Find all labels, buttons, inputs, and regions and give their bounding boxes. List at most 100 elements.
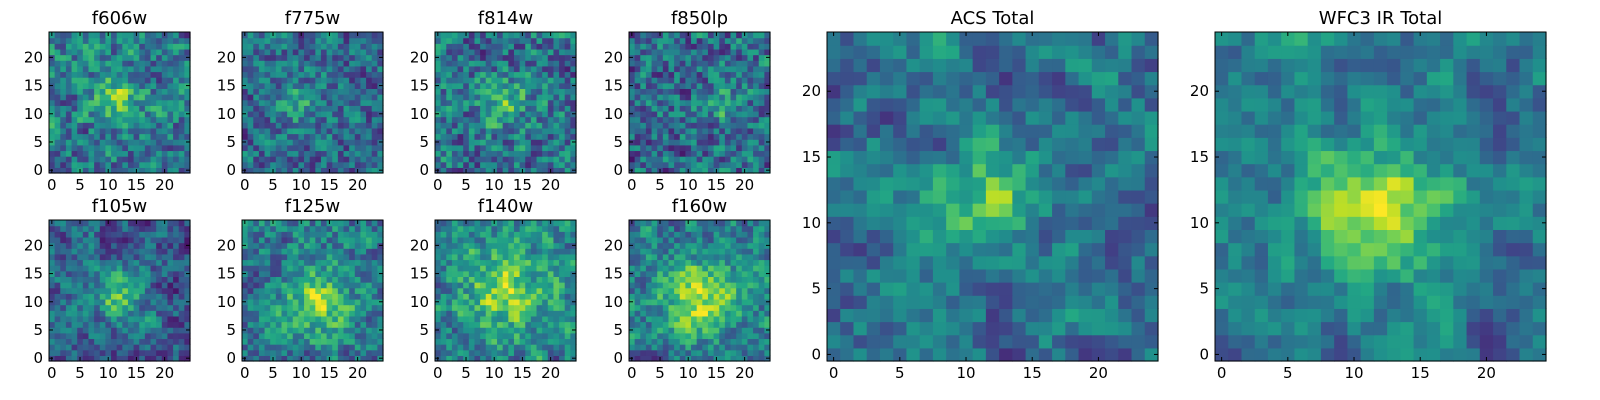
heatmap-cell: [94, 349, 101, 356]
heatmap-cell: [105, 253, 112, 261]
heatmap-cell: [446, 270, 453, 277]
heatmap-cell: [167, 220, 174, 227]
heatmap-cell: [366, 54, 373, 61]
heatmap-cell: [139, 110, 146, 118]
heatmap-cell: [513, 32, 521, 39]
heatmap-cell: [111, 48, 118, 56]
heatmap-cell: [99, 60, 106, 67]
heatmap-cell: [547, 338, 555, 345]
heatmap-cell: [337, 60, 345, 67]
heatmap-cell: [332, 116, 339, 123]
heatmap-cell: [480, 110, 487, 118]
heatmap-cell: [713, 332, 720, 340]
heatmap-cell: [640, 355, 647, 362]
heatmap-cell: [337, 265, 345, 272]
heatmap-cell: [707, 43, 715, 50]
heatmap-cell: [685, 116, 692, 123]
heatmap-cell: [253, 105, 260, 112]
heatmap-cell: [553, 293, 560, 300]
heatmap-cell: [463, 65, 470, 73]
heatmap-cell: [332, 43, 339, 50]
heatmap-cell: [337, 54, 345, 61]
heatmap-cell: [281, 293, 288, 300]
heatmap-cell: [657, 276, 664, 283]
heatmap-cell: [474, 270, 481, 277]
heatmap-cell: [127, 349, 135, 356]
heatmap-cell: [485, 315, 492, 323]
heatmap-cell: [65, 293, 73, 300]
heatmap-cell: [570, 276, 577, 283]
heatmap-cell: [60, 242, 67, 249]
heatmap-cell: [645, 167, 653, 174]
heatmap-cell: [258, 344, 266, 351]
heatmap-cell: [264, 276, 271, 283]
heatmap-cell: [497, 220, 504, 227]
heatmap-cell: [122, 344, 129, 351]
heatmap-cell: [497, 225, 504, 232]
heatmap-cell: [662, 332, 670, 340]
heatmap-cell: [354, 310, 362, 317]
heatmap-cell: [49, 236, 56, 244]
heatmap-cell: [553, 71, 560, 78]
heatmap-cell: [564, 60, 571, 67]
heatmap-cell: [150, 48, 157, 56]
heatmap-cell: [508, 139, 515, 146]
heatmap-cell: [309, 105, 316, 112]
heatmap-cell: [337, 116, 345, 123]
heatmap-cell: [753, 122, 760, 129]
heatmap-cell: [679, 122, 686, 129]
heatmap-cell: [519, 242, 526, 249]
heatmap-cell: [88, 94, 95, 101]
heatmap-cell: [702, 65, 709, 73]
heatmap-cell: [474, 220, 481, 227]
heatmap-cell: [309, 270, 316, 277]
heatmap-cell: [99, 293, 106, 300]
heatmap-cell: [315, 71, 322, 78]
heatmap-cell: [133, 253, 140, 261]
heatmap-cell: [320, 270, 328, 277]
heatmap-cell: [525, 105, 532, 112]
heatmap-cell: [292, 315, 299, 323]
heatmap-cell: [309, 71, 316, 78]
heatmap-cell: [343, 150, 350, 157]
heatmap-cell: [702, 99, 709, 106]
heatmap-cell: [326, 110, 333, 118]
heatmap-cell: [116, 270, 123, 277]
heatmap-cell: [542, 321, 549, 328]
heatmap-cell: [645, 127, 653, 135]
heatmap-cell: [468, 116, 476, 123]
heatmap-cell: [111, 139, 118, 146]
heatmap-cell: [513, 282, 521, 289]
heatmap-cell: [457, 276, 464, 283]
heatmap-cell: [116, 99, 123, 106]
heatmap-cell: [502, 344, 509, 351]
heatmap-cell: [741, 282, 749, 289]
heatmap-cell: [88, 82, 95, 89]
heatmap-cell: [94, 321, 101, 328]
heatmap-cell: [502, 161, 509, 168]
heatmap-cell: [161, 304, 169, 311]
heatmap-cell: [150, 355, 157, 362]
heatmap-cell: [530, 37, 538, 44]
heatmap-cell: [343, 265, 350, 272]
heatmap-cell: [360, 139, 367, 146]
heatmap-cell: [60, 37, 67, 44]
heatmap-cell: [519, 265, 526, 272]
heatmap-cell: [451, 60, 459, 67]
heatmap-cell: [258, 32, 266, 39]
heatmap-cell: [71, 310, 78, 317]
heatmap-cell: [474, 167, 481, 174]
heatmap-cell: [564, 276, 571, 283]
heatmap-cell: [440, 293, 447, 300]
heatmap-cell: [49, 225, 56, 232]
heatmap-cell: [242, 150, 249, 157]
heatmap-cell: [707, 139, 715, 146]
heatmap-cell: [173, 287, 180, 294]
heatmap-cell: [440, 127, 447, 135]
heatmap-cell: [122, 242, 129, 249]
heatmap-cell: [167, 60, 174, 67]
heatmap-cell: [99, 315, 106, 323]
heatmap-cell: [668, 99, 675, 106]
heatmap-cell: [747, 349, 754, 356]
